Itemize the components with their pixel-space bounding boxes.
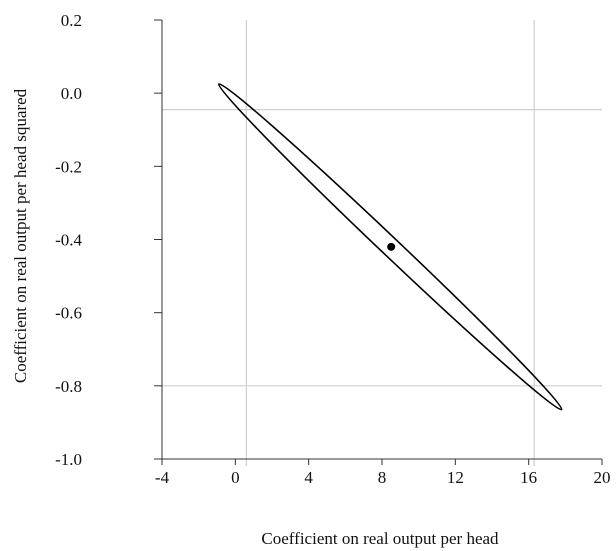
axis-ticks: 0.2 0.0 -0.2 -0.4 -0.6 -0.8 -1.0 -4 0 4 8 12 16 20 [55, 11, 610, 487]
y-tick-label: -0.2 [55, 157, 82, 176]
y-tick-label: 0.2 [61, 11, 82, 30]
x-tick-label: 16 [520, 468, 537, 487]
reference-lines [162, 20, 602, 466]
y-tick-label: -1.0 [55, 450, 82, 469]
y-axis-title: Coefficient on real output per head squa… [11, 88, 30, 383]
axes [161, 20, 602, 460]
chart-marks [217, 83, 563, 411]
x-axis-title: Coefficient on real output per head [261, 529, 499, 548]
x-tick-label: 8 [378, 468, 387, 487]
x-tick-label: 0 [231, 468, 240, 487]
y-tick-label: -0.4 [55, 231, 82, 250]
confidence-ellipse [217, 83, 563, 411]
y-tick-label: -0.6 [55, 304, 82, 323]
y-tick-label: 0.0 [61, 84, 82, 103]
x-tick-label: 20 [594, 468, 611, 487]
point-estimate [387, 242, 396, 251]
x-tick-label: -4 [155, 468, 170, 487]
x-tick-label: 12 [447, 468, 464, 487]
x-tick-label: 4 [304, 468, 313, 487]
y-tick-label: -0.8 [55, 377, 82, 396]
